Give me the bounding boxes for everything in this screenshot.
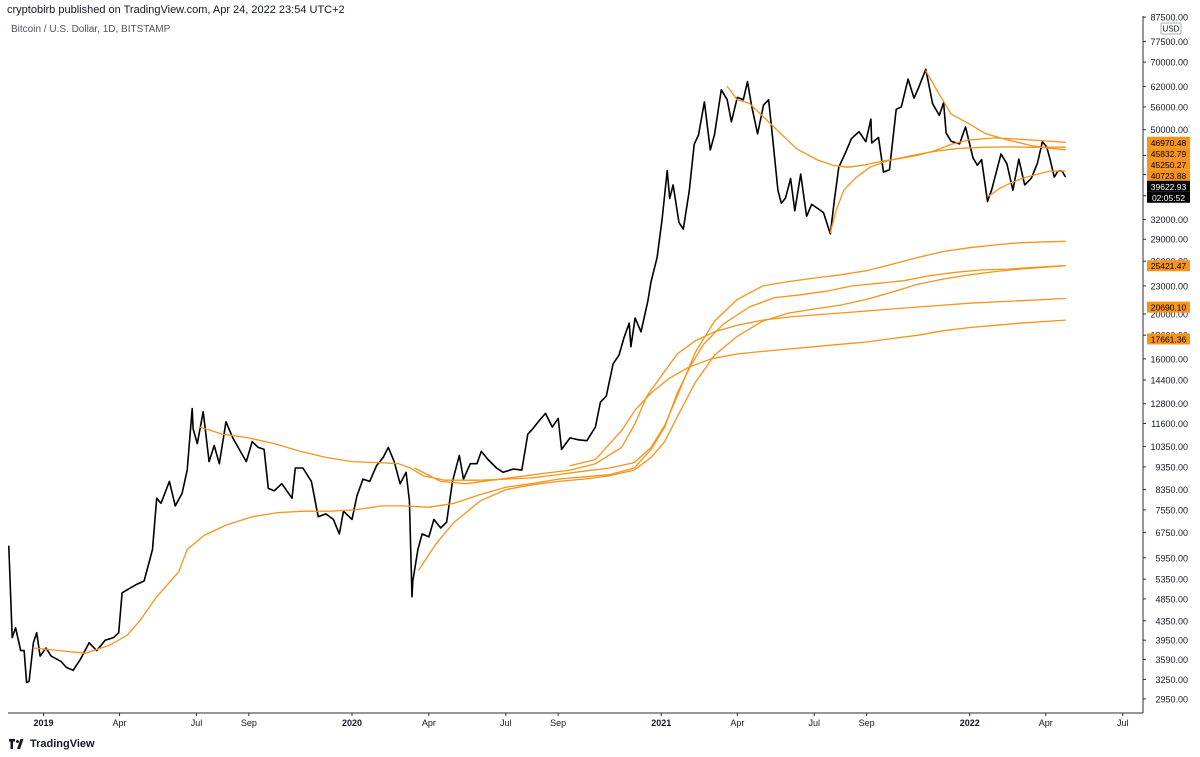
- x-tick-label: Jul: [191, 718, 203, 728]
- x-tick-label: 2021: [651, 718, 671, 728]
- price-line: [8, 68, 1066, 684]
- y-tick-label: 7550.00: [1155, 505, 1188, 515]
- y-tick-label: 6750.00: [1155, 528, 1188, 538]
- price-label: 46970.48: [1151, 138, 1187, 148]
- y-tick-label: 16000.00: [1150, 354, 1188, 364]
- x-tick-label: Apr: [422, 718, 436, 728]
- moving-average-line: [413, 297, 1066, 485]
- brand-label: TradingView: [30, 738, 95, 750]
- series-layer: [8, 68, 1066, 684]
- publish-info: cryptobirb published on TradingView.com,…: [7, 4, 345, 16]
- price-label-box: [1147, 169, 1190, 181]
- x-tick-label: 2019: [33, 718, 53, 728]
- y-tick-label: 5350.00: [1155, 575, 1188, 585]
- y-tick-label: 70000.00: [1150, 58, 1188, 68]
- x-tick-label: 2020: [342, 718, 362, 728]
- price-label-box: [1147, 180, 1190, 192]
- y-tick-label: 29000.00: [1150, 235, 1188, 245]
- tradingview-logo-icon: [9, 739, 24, 749]
- moving-average-line: [829, 146, 1066, 234]
- x-tick-label: Jul: [1117, 718, 1129, 728]
- price-label: 39622.93: [1151, 182, 1187, 192]
- x-tick-label: Sep: [550, 718, 566, 728]
- moving-average-line: [925, 70, 1066, 151]
- x-tick-label: Apr: [730, 718, 744, 728]
- price-label-box: [1147, 147, 1190, 159]
- moving-average-line: [418, 265, 1066, 571]
- price-label-box: [1147, 191, 1190, 203]
- symbol-title: Bitcoin / U.S. Dollar, 1D, BITSTAMP: [11, 24, 171, 35]
- x-tick-label: 2022: [960, 718, 980, 728]
- y-tick-label: 11600.00: [1151, 419, 1188, 429]
- y-tick-label: 4350.00: [1155, 616, 1188, 626]
- x-tick-label: Jul: [808, 718, 820, 728]
- x-tick-label: Apr: [113, 718, 127, 728]
- tradingview-brand[interactable]: TradingView: [8, 738, 95, 750]
- price-label: 20690.10: [1151, 303, 1187, 313]
- y-tick-label: 50000.00: [1150, 125, 1188, 135]
- moving-average-line: [32, 265, 1066, 654]
- y-tick-label: 56000.00: [1150, 102, 1188, 112]
- x-tick-label: Jul: [500, 718, 512, 728]
- price-label-box: [1147, 136, 1190, 148]
- x-tick-label: Sep: [859, 718, 875, 728]
- y-tick-label: 4850.00: [1155, 594, 1188, 604]
- currency-badge: [1160, 22, 1182, 35]
- y-tick-label: 87500.00: [1150, 13, 1188, 23]
- y-tick-label: 2950.00: [1155, 694, 1188, 704]
- price-label-box: [1147, 260, 1190, 272]
- x-tick-label: Sep: [241, 718, 257, 728]
- moving-average-line: [199, 240, 1066, 481]
- y-tick-label: 3590.00: [1155, 655, 1188, 665]
- y-tick-label: 9350.00: [1155, 462, 1188, 472]
- price-label: 40723.88: [1151, 171, 1187, 181]
- y-tick-label: 3950.00: [1155, 636, 1188, 646]
- y-tick-label: 5950.00: [1155, 553, 1188, 563]
- y-tick-label: 62000.00: [1150, 82, 1188, 92]
- price-label: 25421.47: [1151, 261, 1187, 271]
- price-label-box: [1147, 301, 1190, 313]
- y-tick-label: 23000.00: [1150, 281, 1188, 291]
- moving-average-line: [569, 319, 1066, 467]
- label-layer: 46970.4845832.7945250.2740723.8839622.93…: [1147, 136, 1190, 345]
- currency-label: USD: [1163, 25, 1180, 34]
- y-tick-label: 12800.00: [1150, 399, 1188, 409]
- y-tick-label: 32000.00: [1150, 215, 1188, 225]
- y-tick-label: 20000.00: [1150, 309, 1188, 319]
- y-tick-label: 8350.00: [1155, 485, 1188, 495]
- price-label-box: [1147, 158, 1190, 170]
- x-tick-label: Apr: [1039, 718, 1053, 728]
- y-tick-label: 77500.00: [1150, 37, 1188, 47]
- moving-average-line: [988, 170, 1066, 197]
- axis-layer: 87500.00 77500.00 70000.00 62000.00 56000.00…: [8, 13, 1188, 728]
- price-label: 02:05:52: [1152, 193, 1185, 203]
- y-tick-label: 10350.00: [1150, 442, 1188, 452]
- price-label: 17661.36: [1151, 334, 1187, 344]
- y-tick-label: 3250.00: [1155, 675, 1188, 685]
- price-label: 45250.27: [1151, 160, 1187, 170]
- price-label: 45832.79: [1151, 149, 1187, 159]
- y-tick-label: 14400.00: [1150, 376, 1188, 386]
- moving-average-line: [726, 85, 1066, 168]
- price-label-box: [1147, 333, 1190, 345]
